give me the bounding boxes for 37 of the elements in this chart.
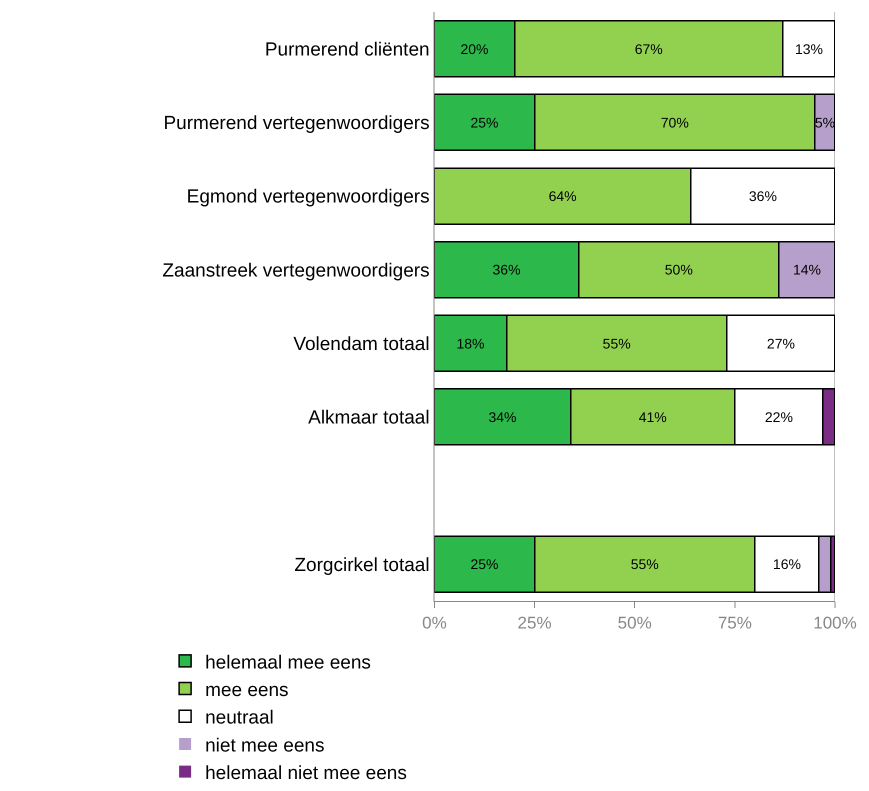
- legend-label: mee eens: [205, 680, 289, 701]
- legend-label: helemaal niet mee eens: [205, 763, 407, 784]
- data-label: 34%: [488, 408, 517, 425]
- legend-label: helemaal mee eens: [205, 652, 371, 674]
- data-label: 50%: [664, 262, 693, 278]
- y-tick-label: Purmerend cliënten: [264, 39, 430, 60]
- data-label: 22%: [764, 408, 793, 425]
- data-label: 55%: [602, 335, 631, 352]
- y-tick-label: Zaanstreek vertegenwoordigers: [162, 260, 430, 282]
- data-label: 70%: [660, 114, 689, 130]
- data-label: 36%: [492, 262, 521, 278]
- x-tick-label: 50%: [618, 613, 652, 632]
- legend-label: niet mee eens: [205, 735, 324, 756]
- x-tick-label: 25%: [518, 613, 552, 632]
- data-label: 25%: [470, 556, 498, 572]
- data-label: 20%: [460, 40, 488, 57]
- y-tick-label: Egmond vertegenwoordigers: [186, 186, 430, 208]
- data-label: 13%: [794, 40, 823, 57]
- data-label: 25%: [470, 114, 498, 130]
- data-label: 16%: [772, 556, 801, 572]
- y-tick-label: Volendam totaal: [293, 334, 430, 355]
- data-label: 41%: [638, 408, 667, 425]
- y-tick-label: Zorgcirkel totaal: [294, 554, 430, 576]
- x-tick-label: 75%: [718, 613, 752, 632]
- data-label: 64%: [548, 188, 577, 204]
- data-label: 67%: [634, 40, 663, 57]
- data-label: 27%: [766, 335, 795, 352]
- data-label: 36%: [748, 188, 777, 204]
- y-tick-label: Purmerend vertegenwoordigers: [163, 113, 430, 134]
- data-label: 14%: [792, 262, 821, 278]
- data-label: 18%: [456, 335, 484, 352]
- x-tick-label: 100%: [813, 613, 857, 632]
- y-tick-label: Alkmaar totaal: [308, 408, 430, 429]
- data-label: 5%: [814, 114, 836, 130]
- legend-label: neutraal: [205, 708, 274, 729]
- x-tick-label: 0%: [422, 613, 447, 632]
- data-label: 55%: [630, 556, 659, 572]
